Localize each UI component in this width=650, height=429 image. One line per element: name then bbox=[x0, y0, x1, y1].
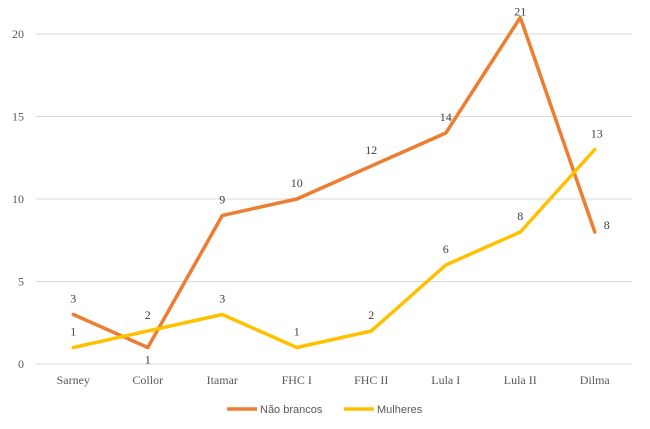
data-label: 1 bbox=[70, 325, 76, 339]
gridlines bbox=[36, 33, 632, 365]
x-tick-label: Sarney bbox=[57, 373, 90, 387]
data-label: 8 bbox=[517, 209, 523, 223]
data-label: 1 bbox=[145, 353, 151, 367]
x-tick-label: Dilma bbox=[580, 373, 611, 387]
x-tick-label: Collor bbox=[132, 373, 163, 387]
x-tick-label: Lula II bbox=[504, 373, 537, 387]
x-tick-label: FHC I bbox=[282, 373, 312, 387]
data-label: 10 bbox=[291, 176, 303, 190]
data-label: 8 bbox=[604, 218, 610, 232]
data-label: 6 bbox=[443, 242, 449, 256]
y-tick-label: 15 bbox=[12, 110, 24, 124]
data-label: 12 bbox=[365, 143, 377, 157]
data-label: 3 bbox=[219, 292, 225, 306]
data-label: 2 bbox=[145, 308, 151, 322]
legend-label: Não brancos bbox=[260, 404, 323, 416]
y-tick-label: 20 bbox=[12, 27, 24, 41]
legend-label: Mulheres bbox=[377, 404, 423, 416]
axes: 0 5 10 15 20 Sarney Collor Itamar FHC I FHC II Lul… bbox=[12, 27, 610, 387]
legend: Não brancos Mulheres bbox=[227, 404, 423, 416]
data-label: 3 bbox=[70, 292, 76, 306]
x-tick-label: Itamar bbox=[207, 373, 238, 387]
data-label: 2 bbox=[368, 308, 374, 322]
x-tick-label: FHC II bbox=[354, 373, 388, 387]
series-line-mulheres bbox=[71, 147, 597, 350]
data-label: 14 bbox=[440, 110, 452, 124]
y-tick-label: 10 bbox=[12, 192, 24, 206]
data-label: 13 bbox=[591, 127, 603, 141]
x-tick-label: Lula I bbox=[431, 373, 460, 387]
series-lines bbox=[71, 15, 597, 350]
y-tick-label: 0 bbox=[18, 357, 24, 371]
series-line-nao-brancos bbox=[71, 15, 597, 350]
data-label: 21 bbox=[514, 5, 526, 19]
data-label: 9 bbox=[219, 193, 225, 207]
y-tick-label: 5 bbox=[18, 275, 24, 289]
data-label: 1 bbox=[294, 325, 300, 339]
